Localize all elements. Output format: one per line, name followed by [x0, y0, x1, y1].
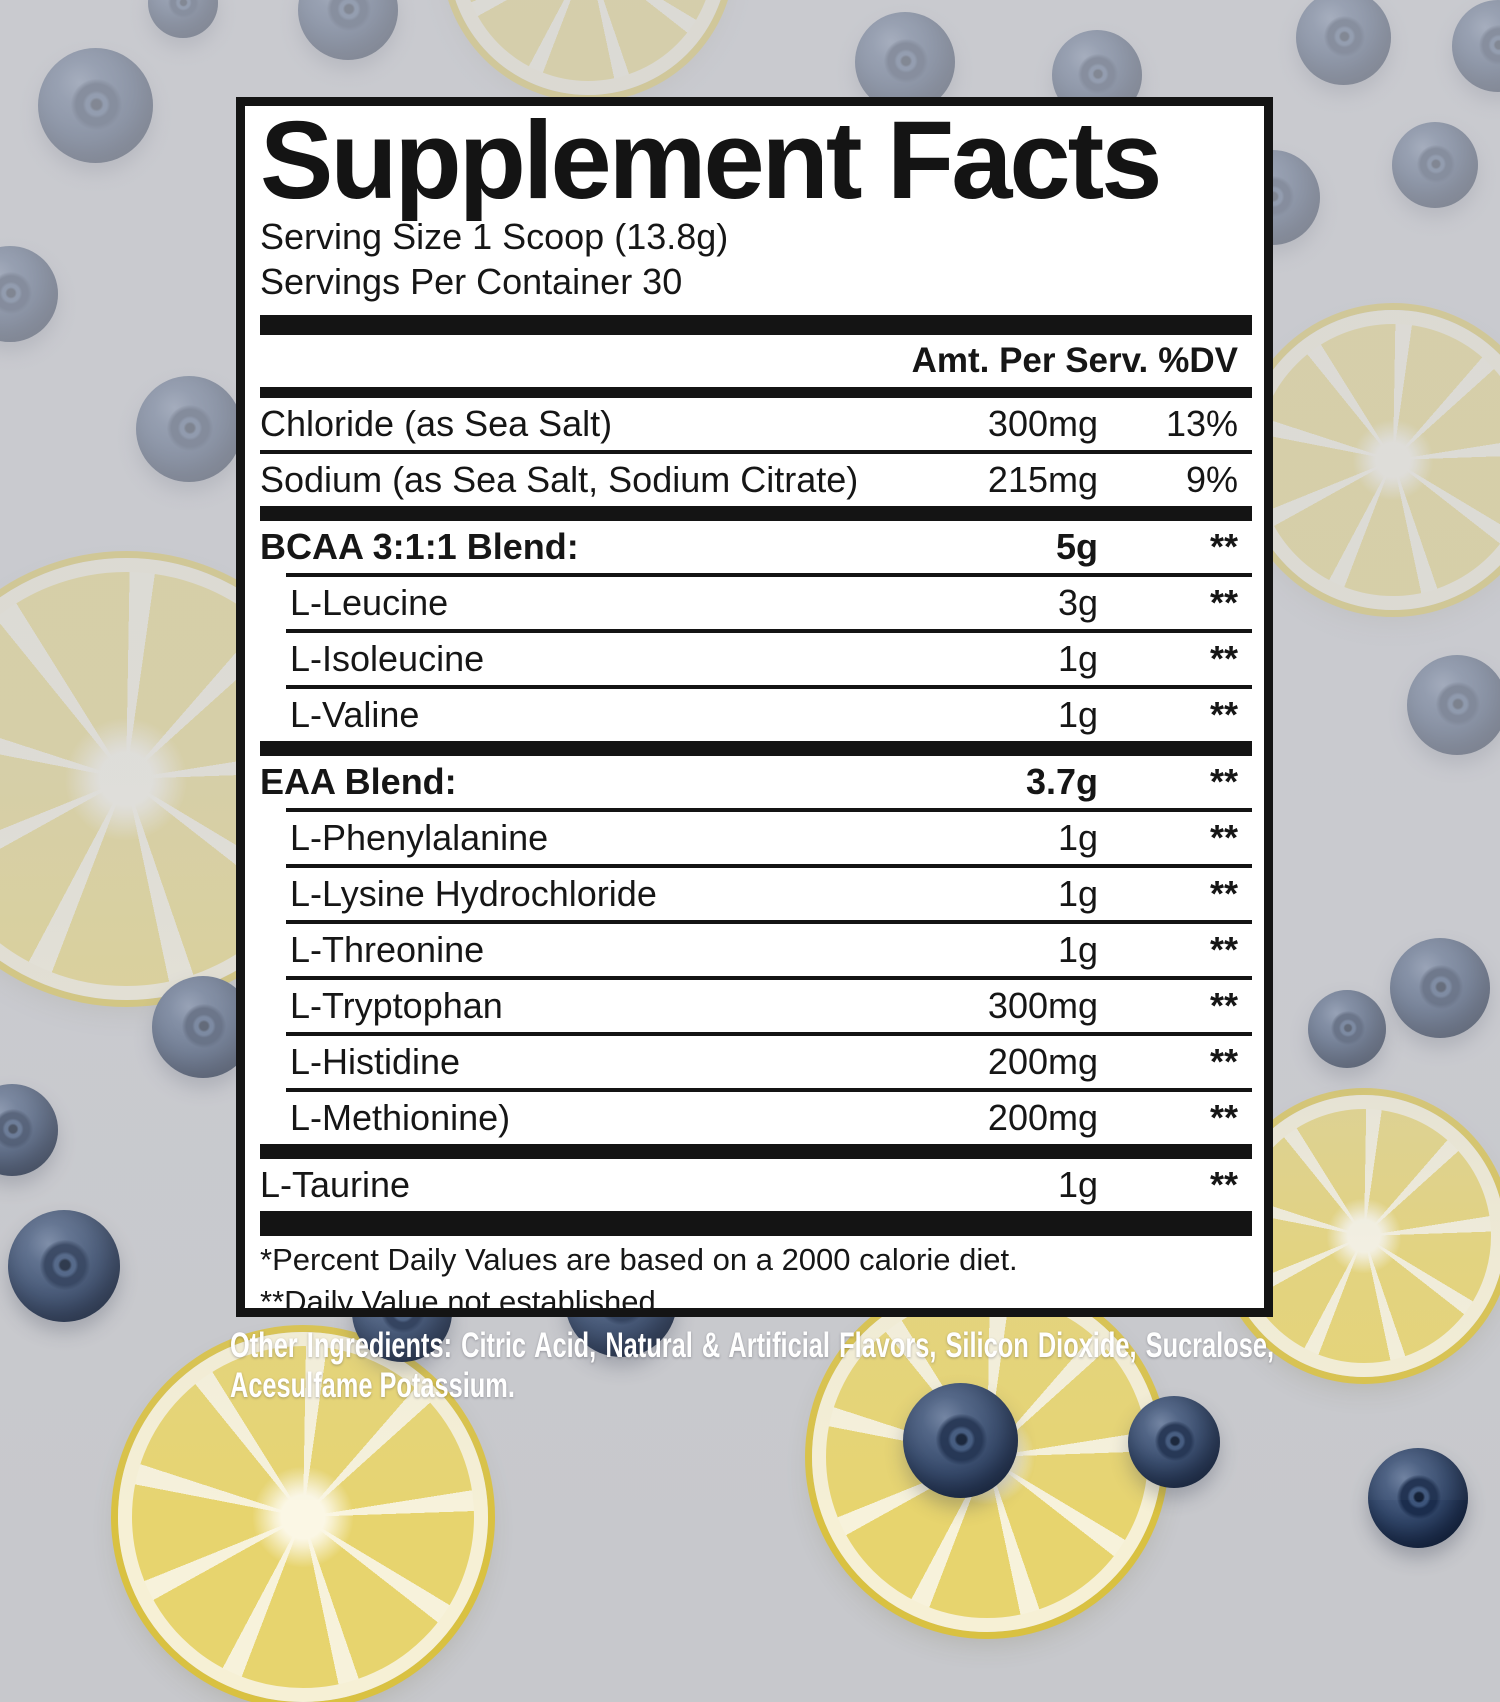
divider-thin	[286, 1088, 1252, 1093]
row-daily-value: **	[1209, 1164, 1238, 1206]
row-ingredient-name: Sodium (as Sea Salt, Sodium Citrate)	[260, 459, 859, 501]
row-ingredient-name: L-Leucine	[290, 582, 449, 624]
divider-thin	[286, 573, 1252, 578]
row-amount: 1g	[1057, 929, 1098, 971]
table-row: BCAA 3:1:1 Blend: 5g **	[260, 521, 1252, 573]
row-daily-value: **	[1209, 1097, 1238, 1139]
row-ingredient-name: L-Methionine)	[290, 1097, 511, 1139]
row-daily-value: **	[1209, 1041, 1238, 1083]
row-daily-value: **	[1209, 873, 1238, 915]
column-header-amount: Amt. Per Serv.	[911, 341, 1149, 381]
table-row: Sodium (as Sea Salt, Sodium Citrate) 215m…	[260, 454, 1252, 506]
row-amount: 5g	[1055, 526, 1098, 568]
row-ingredient-name: L-Isoleucine	[290, 638, 485, 680]
column-header: Amt. Per Serv. %DV	[260, 335, 1252, 387]
table-row: L-Valine 1g **	[260, 689, 1252, 741]
row-daily-value: **	[1209, 985, 1238, 1027]
table-row: L-Leucine 3g **	[260, 577, 1252, 629]
divider-thin	[286, 685, 1252, 690]
divider-thin	[286, 976, 1252, 981]
table-row: EAA Blend: 3.7g **	[260, 756, 1252, 808]
row-ingredient-name: Chloride (as Sea Salt)	[260, 403, 613, 445]
divider-thin	[286, 1032, 1252, 1037]
divider-footnote	[260, 1211, 1252, 1237]
table-row: L-Taurine 1g **	[260, 1159, 1252, 1211]
table-row: L-Methionine) 200mg **	[260, 1092, 1252, 1144]
row-amount: 3g	[1057, 582, 1098, 624]
row-ingredient-name: L-Taurine	[260, 1164, 411, 1206]
divider-thin	[286, 920, 1252, 925]
supplement-facts-panel: Supplement Facts Serving Size 1 Scoop (1…	[236, 97, 1273, 1317]
row-amount: 3.7g	[1025, 761, 1098, 803]
row-ingredient-name: L-Valine	[290, 694, 420, 736]
row-daily-value: **	[1209, 638, 1238, 680]
footnote-daily-values: *Percent Daily Values are based on a 200…	[260, 1242, 1018, 1278]
row-daily-value: 13%	[1165, 403, 1238, 445]
table-row: L-Threonine 1g **	[260, 924, 1252, 976]
row-ingredient-name: L-Lysine Hydrochloride	[290, 873, 657, 915]
divider-thick	[260, 506, 1252, 522]
ingredient-rows: Chloride (as Sea Salt) 300mg 13% Sodium (as…	[260, 398, 1252, 1211]
row-ingredient-name: EAA Blend:	[260, 761, 457, 803]
row-ingredient-name: L-Phenylalanine	[290, 817, 549, 859]
divider-medium	[260, 387, 1252, 399]
divider-thick	[260, 315, 1252, 336]
divider-thin	[286, 808, 1252, 813]
row-amount: 200mg	[987, 1097, 1098, 1139]
row-amount: 1g	[1057, 817, 1098, 859]
table-row: L-Lysine Hydrochloride 1g **	[260, 868, 1252, 920]
row-ingredient-name: L-Tryptophan	[290, 985, 503, 1027]
column-header-dv: %DV	[1158, 341, 1238, 381]
servings-per-container: Servings Per Container 30	[260, 260, 683, 302]
row-amount: 1g	[1057, 694, 1098, 736]
row-amount: 300mg	[987, 985, 1098, 1027]
row-daily-value: **	[1209, 761, 1238, 803]
serving-size: Serving Size 1 Scoop (13.8g)	[260, 216, 729, 258]
row-amount: 1g	[1057, 873, 1098, 915]
row-amount: 1g	[1057, 638, 1098, 680]
divider-thin	[260, 450, 1252, 455]
row-amount: 300mg	[987, 403, 1098, 445]
row-ingredient-name: L-Threonine	[290, 929, 485, 971]
table-row: L-Tryptophan 300mg **	[260, 980, 1252, 1032]
row-daily-value: **	[1209, 694, 1238, 736]
divider-thin	[286, 629, 1252, 634]
divider-thick	[260, 1144, 1252, 1160]
divider-thin	[286, 864, 1252, 869]
table-row: L-Phenylalanine 1g **	[260, 812, 1252, 864]
row-daily-value: **	[1209, 526, 1238, 568]
row-amount: 215mg	[987, 459, 1098, 501]
row-daily-value: **	[1209, 582, 1238, 624]
other-ingredients: Other Ingredients: Citric Acid, Natural …	[230, 1326, 1274, 1405]
row-daily-value: 9%	[1185, 459, 1238, 501]
row-ingredient-name: L-Histidine	[290, 1041, 461, 1083]
row-daily-value: **	[1209, 929, 1238, 971]
row-amount: 200mg	[987, 1041, 1098, 1083]
row-daily-value: **	[1209, 817, 1238, 859]
table-row: Chloride (as Sea Salt) 300mg 13%	[260, 398, 1252, 450]
footnote-not-established: **Daily Value not established	[260, 1284, 656, 1317]
table-row: L-Histidine 200mg **	[260, 1036, 1252, 1088]
panel-title: Supplement Facts	[260, 99, 1162, 222]
row-amount: 1g	[1057, 1164, 1098, 1206]
table-row: L-Isoleucine 1g **	[260, 633, 1252, 685]
divider-thick	[260, 741, 1252, 757]
row-ingredient-name: BCAA 3:1:1 Blend:	[260, 526, 579, 568]
